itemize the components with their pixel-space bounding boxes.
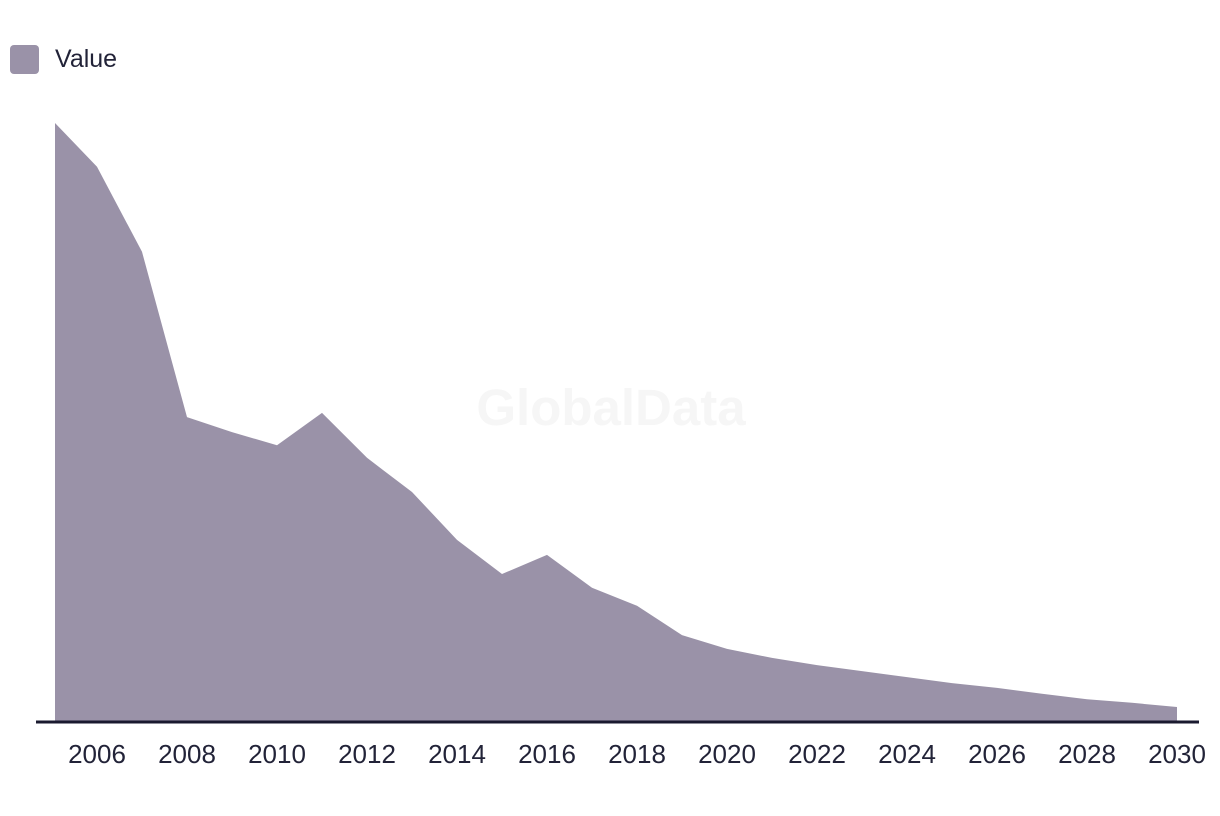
x-tick-label: 2014	[428, 739, 486, 769]
legend-item-value[interactable]: Value	[10, 45, 117, 74]
x-tick-label: 2008	[158, 739, 216, 769]
x-tick-label: 2022	[788, 739, 846, 769]
x-tick-label: 2026	[968, 739, 1026, 769]
x-tick-label: 2028	[1058, 739, 1116, 769]
x-tick-label: 2020	[698, 739, 756, 769]
x-tick-label: 2024	[878, 739, 936, 769]
legend-label: Value	[55, 45, 118, 73]
x-tick-label: 2006	[68, 739, 126, 769]
legend-swatch	[10, 45, 39, 74]
x-tick-label: 2018	[608, 739, 666, 769]
x-tick-label: 2016	[518, 739, 576, 769]
x-axis-line	[36, 720, 1199, 724]
x-tick-label: 2010	[248, 739, 306, 769]
x-tick-label: 2012	[338, 739, 396, 769]
area-series-value[interactable]	[55, 123, 1177, 722]
watermark: GlobalData	[476, 379, 746, 436]
x-tick-label: 2030	[1148, 739, 1206, 769]
